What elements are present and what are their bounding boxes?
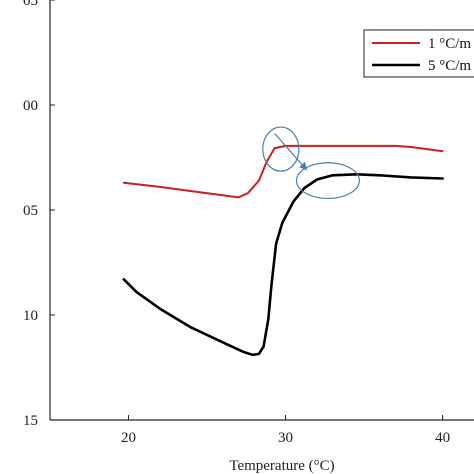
- annotations: [262, 126, 360, 200]
- y-tick-label: 05: [23, 0, 38, 9]
- series-line-1: [122, 144, 444, 199]
- x-ticks: 20 30 40: [121, 415, 450, 446]
- x-tick-label: 30: [278, 430, 293, 446]
- y-tick-label: 15: [23, 413, 38, 429]
- legend-label-2: 5 °C/m: [428, 58, 471, 74]
- series-line-2: [122, 173, 444, 357]
- x-axis-title: Temperature (°C): [229, 458, 334, 474]
- y-tick-label: 10: [23, 308, 38, 324]
- y-tick-label: 05: [23, 203, 38, 219]
- y-tick-label: 00: [23, 98, 38, 114]
- highlight-ellipse-2: [295, 162, 360, 200]
- legend-label-1: 1 °C/m: [428, 36, 471, 52]
- legend-box: [363, 29, 474, 78]
- legend: 1 °C/m 5 °C/m: [363, 29, 474, 78]
- x-tick-label: 40: [435, 430, 450, 446]
- x-tick-label: 20: [121, 430, 136, 446]
- y-ticks: 05 00 05 10 15: [23, 0, 55, 429]
- highlight-ellipse-1: [262, 126, 300, 172]
- series-layer: [122, 144, 444, 357]
- annotation-arrow: [274, 132, 308, 171]
